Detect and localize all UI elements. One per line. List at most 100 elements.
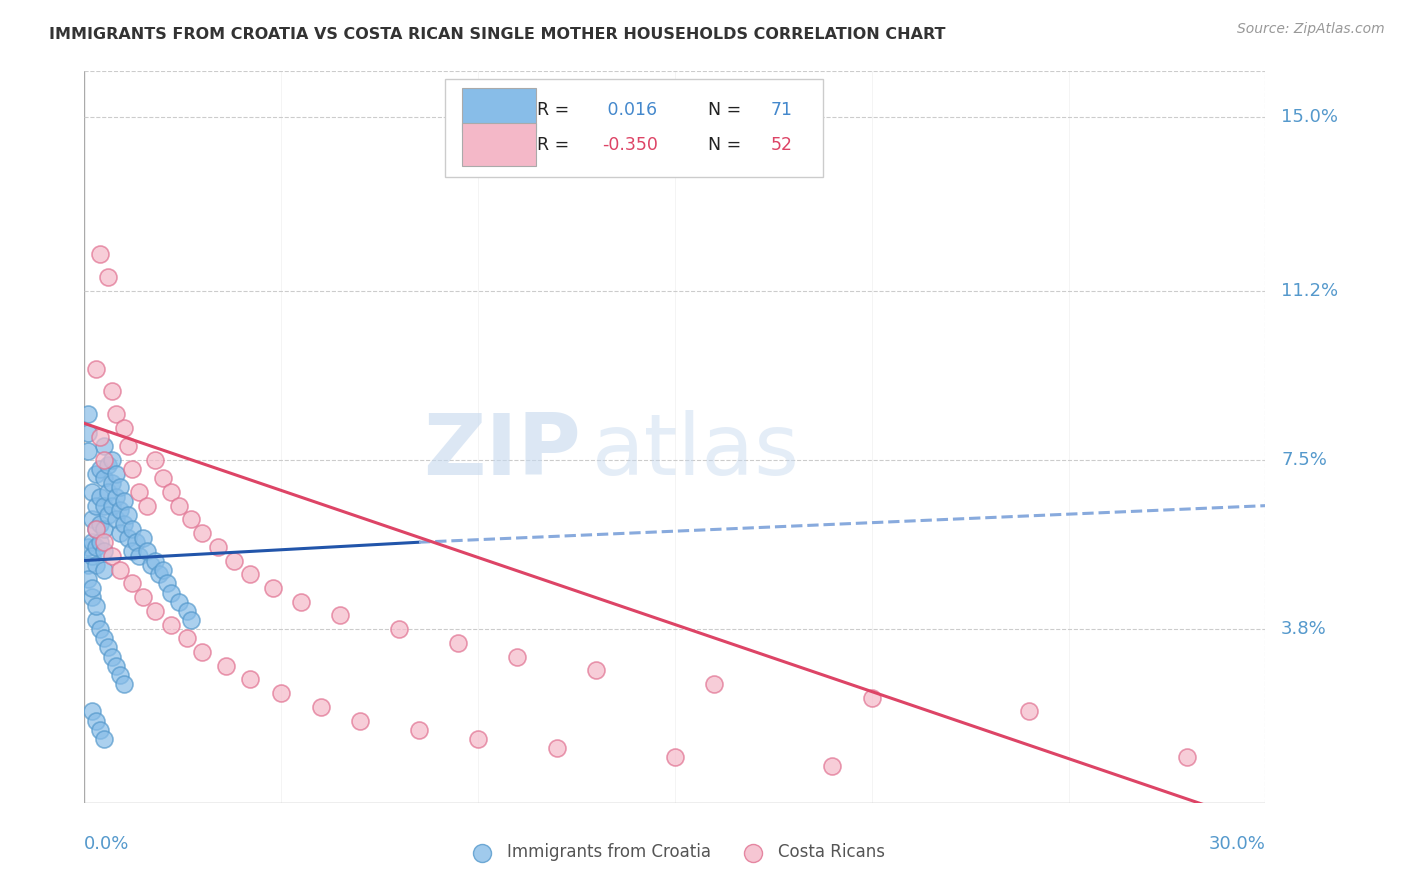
Point [1018,705,1040,719]
Point [447,636,470,650]
Point [136,544,159,558]
Point [290,594,312,608]
Point [117,439,139,453]
Text: 0.0%: 0.0% [84,835,129,853]
Point [82,535,104,549]
Point [97,458,120,472]
Point [136,499,159,513]
Point [77,558,100,573]
Point [270,686,292,700]
Point [93,632,115,646]
Point [104,490,127,504]
Text: IMMIGRANTS FROM CROATIA VS COSTA RICAN SINGLE MOTHER HOUSEHOLDS CORRELATION CHAR: IMMIGRANTS FROM CROATIA VS COSTA RICAN S… [49,27,946,42]
Text: 3.8%: 3.8% [1281,620,1327,638]
Point [117,508,139,522]
Point [349,714,371,728]
Point [128,549,150,563]
Point [77,572,100,586]
Point [124,535,146,549]
Point [112,494,135,508]
Point [160,617,183,632]
Point [132,531,155,545]
Point [89,430,111,444]
Point [156,576,179,591]
Point [239,673,262,687]
Point [89,535,111,549]
Point [82,581,104,595]
Point [101,549,124,563]
Point [89,723,111,737]
Point [148,567,170,582]
Text: R =: R = [537,136,575,153]
Point [93,563,115,577]
Point [121,544,143,558]
Point [84,540,107,554]
Point [84,521,107,535]
Point [215,658,238,673]
Text: ZIP: ZIP [423,410,581,493]
Text: atlas: atlas [592,410,800,493]
Point [860,690,883,705]
Point [97,640,120,655]
Point [82,590,104,604]
Text: -0.350: -0.350 [602,136,658,153]
Point [89,622,111,636]
Point [160,585,183,599]
Text: 52: 52 [770,136,793,153]
Point [143,553,166,567]
FancyBboxPatch shape [463,122,536,167]
Point [108,480,131,494]
Point [108,667,131,681]
Point [167,499,190,513]
Point [128,485,150,500]
Point [101,499,124,513]
Point [167,594,190,608]
Text: 15.0%: 15.0% [1281,108,1339,126]
Point [84,499,107,513]
Point [77,443,100,458]
Point [84,558,107,573]
Point [467,731,489,746]
Point [191,645,214,659]
Point [329,608,352,623]
Point [82,512,104,526]
Point [1175,750,1198,764]
Point [93,471,115,485]
Point [506,649,529,664]
Point [93,521,115,535]
Point [77,540,100,554]
Point [180,512,202,526]
Point [180,613,202,627]
Point [89,462,111,476]
Text: 11.2%: 11.2% [1281,282,1339,300]
Text: 30.0%: 30.0% [1209,835,1265,853]
FancyBboxPatch shape [463,88,536,132]
FancyBboxPatch shape [444,78,823,178]
Point [112,516,135,531]
Point [121,462,143,476]
Point [97,508,120,522]
Point [82,705,104,719]
Point [82,549,104,563]
Point [141,558,163,573]
Point [84,714,107,728]
Point [143,453,166,467]
Point [93,499,115,513]
Point [84,613,107,627]
Point [84,361,107,376]
Point [821,759,844,773]
Point [191,526,214,541]
Point [152,471,174,485]
Text: R =: R = [537,101,575,120]
Point [97,270,120,285]
Point [408,723,430,737]
Point [89,490,111,504]
Point [121,576,143,591]
Point [222,553,245,567]
Point [89,516,111,531]
Point [176,632,198,646]
Point [77,425,100,440]
Point [143,604,166,618]
Point [176,604,198,618]
Legend: Immigrants from Croatia, Costa Ricans: Immigrants from Croatia, Costa Ricans [458,837,891,868]
